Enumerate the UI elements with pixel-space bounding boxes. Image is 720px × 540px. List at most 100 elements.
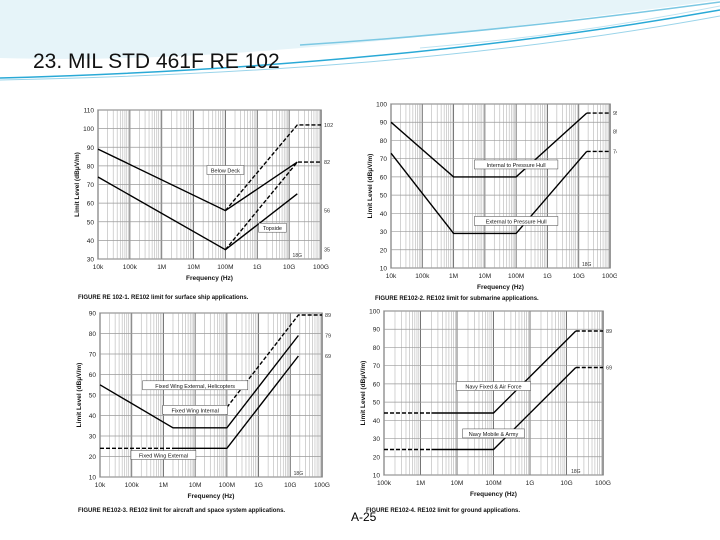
y-tick-label: 40: [89, 413, 97, 420]
figure-caption: FIGURE RE102-2. RE102 limit for submarin…: [375, 296, 539, 302]
series-line: [431, 367, 577, 451]
annotation-box: [162, 405, 228, 415]
right-value-label: 89: [325, 313, 331, 319]
annotation-box: [456, 381, 531, 391]
x-tick-label: 10k: [93, 264, 104, 271]
chart-panel-ground: 10 20 30 40 50 60 70 80 90 100 100k 1M 10M 100M 1G 10G 1…: [356, 305, 618, 515]
x-tick-label: 10G: [560, 480, 572, 487]
annotation-label: Fixed Wing External, Helicopters: [155, 384, 235, 390]
y-tick-label: 100: [369, 309, 380, 316]
annotation-label: Internal to Pressure Hull: [487, 163, 546, 169]
y-tick-label: 70: [87, 182, 95, 189]
y-tick-label: 10: [380, 266, 388, 273]
y-axis-label: Limit Level (dBμV/m): [74, 152, 81, 217]
x-tick-label: 10k: [386, 273, 397, 280]
x-axis-label: Frequency (Hz): [188, 493, 235, 500]
y-tick-label: 110: [84, 108, 95, 115]
x-tick-label: 1G: [543, 273, 552, 280]
y-tick-label: 20: [89, 454, 97, 461]
x-tick-label: 1G: [253, 264, 262, 271]
x-tick-label: 100M: [508, 273, 524, 280]
x-marker-label: 18G: [582, 262, 592, 268]
y-tick-label: 10: [373, 473, 381, 480]
annotation-label: External to Pressure Hull: [486, 219, 547, 225]
y-tick-label: 80: [89, 331, 97, 338]
x-tick-label: 100G: [313, 264, 329, 271]
series-line: [390, 112, 588, 178]
x-tick-label: 10G: [284, 482, 296, 489]
x-tick-label: 100G: [595, 480, 611, 487]
series-line: [97, 148, 298, 212]
y-tick-label: 90: [87, 145, 95, 152]
x-tick-label: 100G: [314, 482, 330, 489]
series-line: [224, 161, 321, 251]
x-tick-label: 1G: [254, 482, 263, 489]
y-tick-label: 50: [380, 193, 388, 200]
annotation-box: [474, 216, 559, 226]
series-line: [390, 150, 588, 235]
x-axis-label: Frequency (Hz): [477, 284, 524, 291]
x-marker-label: 18G: [293, 253, 303, 259]
x-tick-label: 100k: [123, 264, 138, 271]
right-value-label: 56: [324, 209, 330, 215]
series-line: [226, 314, 322, 408]
x-tick-label: 1M: [159, 482, 168, 489]
y-tick-label: 60: [89, 372, 97, 379]
vertical-gridlines: [390, 104, 609, 268]
annotation-label: Navy Mobile & Army: [469, 432, 519, 438]
x-axis-label: Frequency (Hz): [186, 275, 233, 282]
y-tick-label: 10: [89, 475, 97, 482]
right-value-label: 69: [325, 354, 331, 360]
plot-frame: [390, 103, 611, 269]
chart-panel-aircraft-space: 10 20 30 40 50 60 70 80 90 10k 100k 1M 10M 100M 1G 10G 1…: [68, 305, 340, 515]
annotation-label: Topside: [263, 226, 282, 232]
y-tick-label: 40: [380, 211, 388, 218]
annotation-label: Fixed Wing Internal: [171, 408, 218, 414]
x-marker-label: 18G: [294, 471, 304, 477]
y-tick-label: 90: [89, 311, 97, 318]
y-tick-label: 40: [87, 238, 95, 245]
x-tick-label: 10k: [95, 482, 106, 489]
series-line: [99, 335, 299, 429]
right-value-label: 69: [606, 365, 612, 371]
y-tick-label: 60: [87, 201, 95, 208]
right-value-label: 82: [324, 160, 330, 166]
right-value-label: 102: [324, 123, 333, 129]
series-line: [173, 355, 299, 450]
x-tick-label: 100M: [217, 264, 233, 271]
x-axis-label: Frequency (Hz): [470, 491, 517, 498]
series-line: [224, 124, 321, 212]
right-value-label: 74: [613, 149, 617, 155]
horizontal-gridlines: [391, 103, 610, 269]
y-tick-label: 30: [87, 257, 95, 264]
figure-caption: FIGURE RE102-3. RE102 limit for aircraft…: [78, 508, 285, 514]
x-tick-label: 10M: [479, 273, 492, 280]
y-tick-label: 40: [373, 418, 381, 425]
y-axis-label: Limit Level (dBμV/m): [360, 361, 367, 426]
series-line: [431, 330, 577, 414]
x-tick-label: 10G: [283, 264, 295, 271]
page-number: A-25: [351, 510, 377, 524]
x-tick-label: 10G: [573, 273, 585, 280]
x-tick-label: 10M: [451, 480, 464, 487]
annotation-box: [474, 159, 559, 170]
slide-title: 23. MIL STD 461F RE 102: [33, 50, 280, 73]
y-tick-label: 30: [380, 229, 388, 236]
y-tick-label: 80: [373, 345, 381, 352]
annotation-box: [206, 165, 245, 175]
right-value-label: 79: [325, 334, 331, 340]
annotation-label: Fixed Wing External: [139, 454, 188, 460]
figure-caption: FIGURE RE 102-1. RE102 limit for surface…: [78, 295, 249, 301]
y-tick-label: 70: [380, 156, 388, 163]
y-tick-label: 100: [83, 126, 94, 133]
y-tick-label: 50: [373, 400, 381, 407]
y-tick-label: 30: [89, 434, 97, 441]
y-tick-label: 60: [380, 174, 388, 181]
header-swoosh-decoration: [0, 0, 720, 81]
y-tick-label: 90: [373, 327, 381, 334]
x-tick-label: 100M: [485, 480, 501, 487]
y-tick-label: 20: [373, 454, 381, 461]
x-tick-label: 1M: [416, 480, 425, 487]
y-tick-label: 90: [380, 120, 388, 127]
y-tick-label: 60: [373, 381, 381, 388]
